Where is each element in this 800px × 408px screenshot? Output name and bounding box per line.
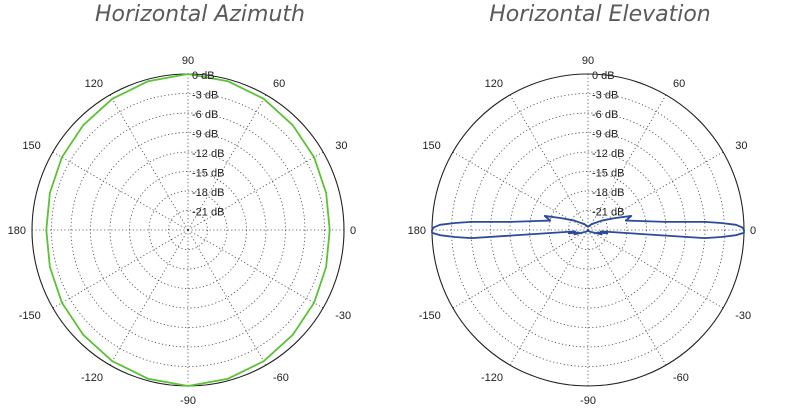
grid-ring: [451, 93, 725, 367]
angle-tick-label: -60: [673, 372, 689, 384]
angle-tick-label: 120: [85, 78, 103, 90]
elevation-chart: Horizontal Elevation 0 dB -3 dB -6 dB -9 dB…: [400, 0, 800, 408]
grid-spoke: [452, 229, 589, 309]
angle-tick-label: -90: [580, 395, 596, 407]
grid-ring: [509, 151, 667, 309]
angle-tick-label: -60: [273, 372, 289, 384]
angle-tick-label: -30: [335, 310, 351, 322]
angle-tick-label: 30: [735, 140, 747, 152]
radial-tick-label: -18 dB: [192, 187, 224, 199]
radial-tick-label: -6 dB: [192, 109, 218, 121]
angle-tick-label: 0: [350, 225, 356, 237]
grid-ring: [568, 210, 608, 250]
grid-ring: [70, 112, 306, 348]
radial-tick-label: -3 dB: [592, 90, 618, 102]
angle-tick-label: 30: [335, 140, 347, 152]
chart-title: Horizontal Elevation: [489, 2, 711, 27]
angle-tick-label: 150: [22, 140, 40, 152]
radial-tick-label: -12 dB: [592, 148, 624, 160]
radial-tick-label: -6 dB: [592, 109, 618, 121]
radial-tick-label: -9 dB: [592, 129, 618, 141]
grid-spoke: [587, 229, 667, 366]
grid-spoke: [509, 94, 589, 231]
grid-spoke: [52, 151, 189, 231]
radial-tick-label: -15 dB: [192, 168, 224, 180]
angle-tick-label: 180: [8, 225, 26, 237]
radial-tick-label: -9 dB: [192, 129, 218, 141]
grid-ring: [51, 93, 325, 367]
radial-tick-label: -21 dB: [592, 207, 624, 219]
grid-spoke: [187, 94, 267, 231]
grid-ring: [148, 190, 228, 270]
angle-tick-label: -120: [481, 372, 503, 384]
grid-spoke: [187, 229, 324, 309]
grid-spoke: [109, 229, 189, 366]
angle-tick-label: 150: [422, 140, 440, 152]
angle-tick-label: 120: [485, 78, 503, 90]
grid-spoke: [509, 229, 589, 366]
azimuth-polar-plot: 0 dB -3 dB -6 dB -9 dB -12 dB -15 dB -18 dB -21…: [8, 55, 356, 407]
radial-tick-label: -18 dB: [592, 187, 624, 199]
grid-spoke: [187, 151, 324, 231]
grid-ring: [168, 210, 208, 250]
radial-tick-label: -3 dB: [192, 90, 218, 102]
radial-tick-label: -15 dB: [592, 168, 624, 180]
grid-ring: [470, 112, 706, 348]
angle-tick-label: 90: [582, 55, 594, 67]
angle-tick-label: -120: [81, 372, 103, 384]
elevation-polar-plot: 0 dB -3 dB -6 dB -9 dB -12 dB -15 dB -18 dB -21…: [408, 55, 756, 407]
series-line: [431, 215, 745, 240]
angle-tick-label: -150: [419, 310, 441, 322]
angle-tick-label: 0: [750, 225, 756, 237]
angle-tick-label: 180: [408, 225, 426, 237]
grid-ring: [109, 151, 267, 309]
grid-spoke: [587, 94, 667, 231]
angle-tick-label: -30: [735, 310, 751, 322]
radial-tick-label: -21 dB: [192, 207, 224, 219]
series-line: [45, 73, 331, 387]
angle-tick-label: -150: [19, 310, 41, 322]
grid-ring: [548, 190, 628, 270]
grid-spoke: [52, 229, 189, 309]
angle-tick-label: -90: [180, 395, 196, 407]
azimuth-chart: Horizontal Azimuth 0 dB -3 dB -6 dB -9 dB -1…: [8, 2, 356, 407]
radial-tick-label: -12 dB: [192, 148, 224, 160]
angle-tick-label: 60: [273, 78, 285, 90]
grid-spoke: [452, 151, 589, 231]
angle-tick-label: 60: [673, 78, 685, 90]
grid-spoke: [187, 229, 267, 366]
grid-spoke: [109, 94, 189, 231]
radial-tick-label: 0 dB: [592, 70, 615, 82]
grid-spoke: [587, 151, 724, 231]
radial-tick-label: 0 dB: [192, 70, 215, 82]
angle-tick-label: 90: [182, 55, 194, 67]
chart-title: Horizontal Azimuth: [95, 2, 305, 27]
grid-spoke: [587, 229, 724, 309]
